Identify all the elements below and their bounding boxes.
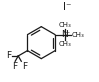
Text: F: F: [12, 62, 17, 71]
Text: I⁻: I⁻: [63, 2, 72, 12]
Text: F: F: [6, 51, 11, 60]
Text: CH₃: CH₃: [72, 32, 84, 38]
Text: CH₃: CH₃: [58, 22, 71, 28]
Text: N: N: [62, 30, 68, 39]
Text: F: F: [22, 62, 27, 71]
Text: +: +: [64, 30, 69, 35]
Text: CH₃: CH₃: [58, 41, 71, 47]
